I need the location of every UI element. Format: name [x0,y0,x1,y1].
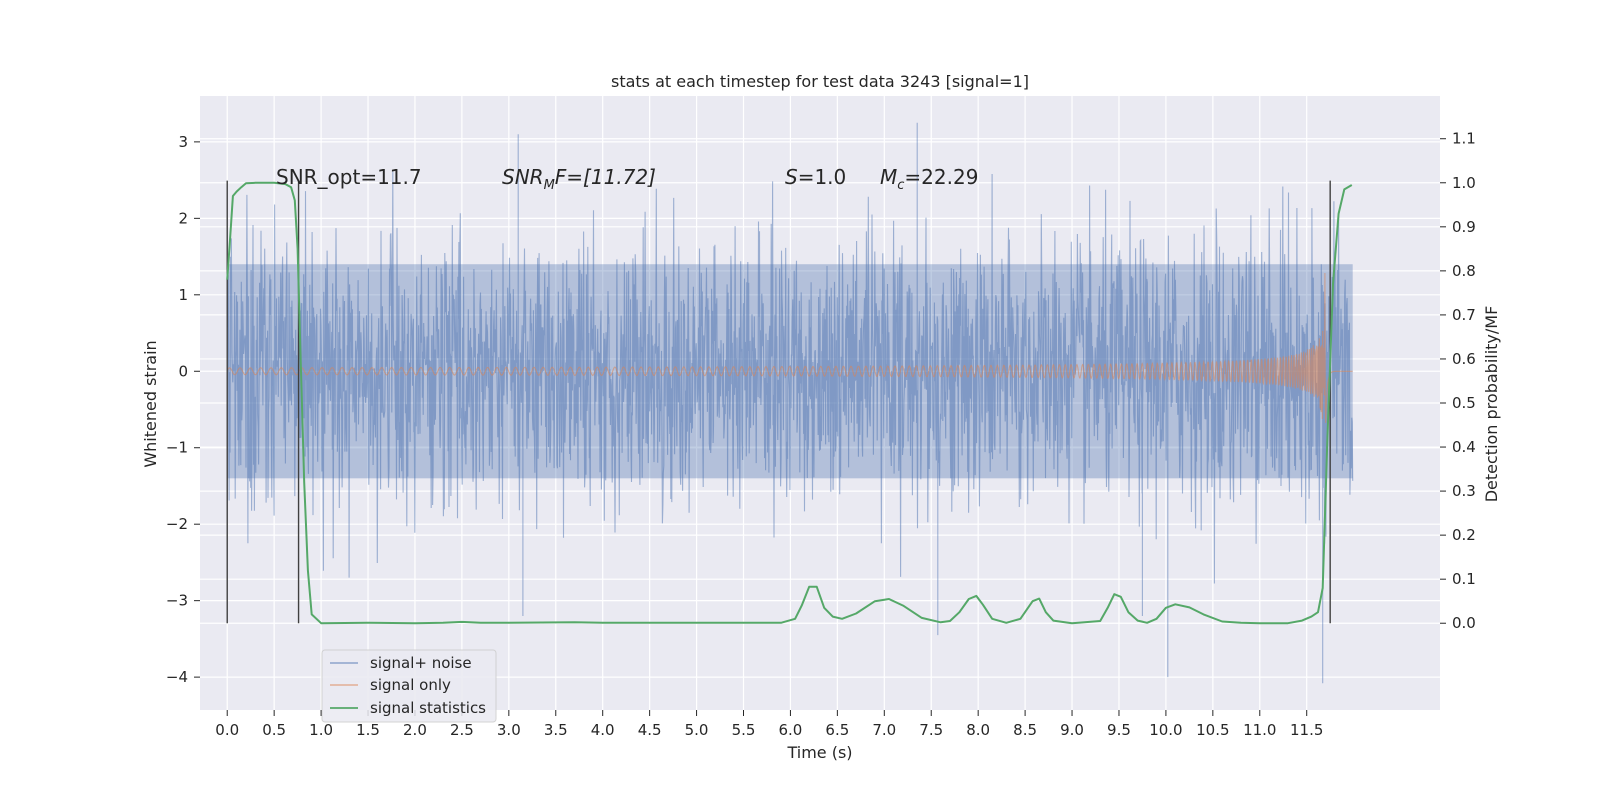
y2-tick-label: 0.8 [1452,262,1476,280]
noise-line [226,122,1354,684]
series-signal-statistics [226,181,1353,625]
y2-tick-label: 0.4 [1452,438,1476,456]
annotation-snr-opt: SNR_opt=11.7 [276,165,422,189]
y2-tick-label: 0.9 [1452,218,1476,236]
x-tick-label: 2.0 [403,721,427,739]
x-tick-label: 0.0 [215,721,239,739]
y-tick-label: 3 [178,133,188,151]
y-tick-label: −1 [166,439,188,457]
x-tick-label: 6.0 [779,721,803,739]
y2-tick-label: 0.0 [1452,614,1476,632]
x-tick-label: 4.0 [591,721,615,739]
y-axis-label: Whitened strain [141,340,160,467]
y-tick-label: 0 [178,362,188,380]
y-axis-ticks: 3 2 1 0 −1 −2 −3 −4 [166,133,200,686]
legend: signal+ noise signal only signal statist… [321,649,497,723]
x-tick-label: 9.5 [1107,721,1131,739]
x-tick-label: 6.5 [825,721,849,739]
legend-label-signal-plus-noise: signal+ noise [370,654,472,672]
x-tick-label: 10.5 [1196,721,1229,739]
x-tick-label: 8.0 [966,721,990,739]
y2-axis-label: Detection probability/MF [1482,306,1501,503]
x-tick-label: 11.0 [1243,721,1276,739]
y2-tick-label: 0.2 [1452,526,1476,544]
chart-title: stats at each timestep for test data 324… [611,72,1029,91]
y-tick-label: 1 [178,286,188,304]
x-tick-label: 5.5 [732,721,756,739]
annotation-snr-mf-sub: M [544,178,555,193]
annotation-s-rest: =1.0 [798,165,847,189]
y-tick-label: 2 [178,209,188,227]
statistics-line [226,181,1353,625]
x-tick-label: 9.0 [1060,721,1084,739]
x-tick-label: 7.0 [872,721,896,739]
y2-tick-label: 0.6 [1452,350,1476,368]
x-tick-label: 5.0 [685,721,709,739]
x-tick-label: 4.5 [638,721,662,739]
series-signal-plus-noise [226,122,1354,684]
annotation-mc-sub: c [897,178,904,193]
x-axis-label: Time (s) [786,743,852,762]
x-tick-label: 10.0 [1149,721,1182,739]
legend-label-signal-only: signal only [370,676,451,694]
annotation-s: S=1.0 [785,165,846,189]
annotation-snr-mf: SNRMF=[11.72] [502,165,656,193]
annotation-snr-mf-rest: F=[11.72] [555,165,656,189]
annotation-s-base: S [785,165,798,189]
annotation-snr-mf-base: SNR [502,165,544,189]
y-tick-label: −4 [166,668,188,686]
x-tick-label: 3.0 [497,721,521,739]
y2-tick-label: 0.7 [1452,306,1476,324]
annotation-mc-rest: =22.29 [904,165,978,189]
noise-envelope-band [227,264,1353,479]
y-tick-label: −2 [166,515,188,533]
y2-tick-label: 0.5 [1452,394,1476,412]
legend-label-signal-statistics: signal statistics [370,699,486,717]
annotation-mc-base: M [880,165,897,189]
x-tick-label: 11.5 [1290,721,1323,739]
y2-tick-label: 0.3 [1452,482,1476,500]
x-tick-label: 3.5 [544,721,568,739]
x-tick-label: 7.5 [919,721,943,739]
y2-tick-label: 1.1 [1452,130,1476,148]
x-tick-label: 0.5 [262,721,286,739]
x-tick-label: 8.5 [1013,721,1037,739]
x-tick-label: 2.5 [450,721,474,739]
y2-axis-ticks: 1.1 1.0 0.9 0.8 0.7 0.6 0.5 0.4 0.3 0.2 0.1 0.0 [1440,130,1476,632]
series-signal-only [226,272,1353,423]
x-tick-label: 1.5 [356,721,380,739]
x-tick-label: 1.0 [309,721,333,739]
y2-tick-label: 1.0 [1452,174,1476,192]
signal-line [226,272,1353,423]
annotation-mc: Mc=22.29 [880,165,978,193]
y2-tick-label: 0.1 [1452,570,1476,588]
legend-box [321,649,497,723]
y-tick-label: −3 [166,592,188,610]
x-axis-ticks: 0.0 0.5 1.0 1.5 2.0 2.5 3.0 3.5 4.0 4.5 5.0 5.5 6.0 6… [215,710,1323,739]
